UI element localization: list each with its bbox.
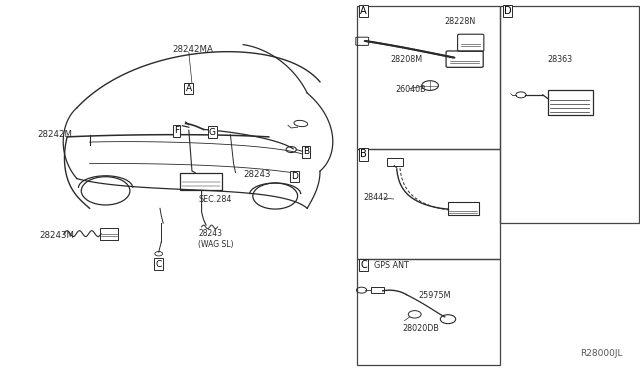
Text: GPS ANT: GPS ANT: [374, 261, 408, 270]
Text: D: D: [291, 172, 298, 181]
Text: 28243
(WAG SL): 28243 (WAG SL): [198, 229, 234, 248]
Text: 28243M: 28243M: [40, 231, 75, 240]
Bar: [100, 228, 118, 240]
Bar: [357, 6, 500, 149]
Text: 28242MA: 28242MA: [173, 45, 214, 54]
Text: C: C: [360, 260, 367, 270]
Bar: [180, 173, 222, 190]
Bar: [387, 158, 403, 166]
Bar: [500, 6, 639, 223]
Text: B: B: [303, 147, 309, 156]
Text: 28020DB: 28020DB: [402, 324, 439, 333]
Text: 28243: 28243: [243, 170, 271, 179]
Bar: [448, 202, 479, 215]
Text: F: F: [174, 126, 179, 135]
Text: A: A: [360, 6, 367, 16]
Bar: [371, 287, 384, 293]
Text: 26040B: 26040B: [395, 85, 426, 94]
Text: 28442: 28442: [364, 193, 388, 202]
Text: R28000JL: R28000JL: [580, 349, 623, 358]
Bar: [548, 90, 593, 115]
Text: 28208M: 28208M: [390, 55, 422, 64]
Bar: [357, 149, 500, 259]
Text: 28242M: 28242M: [37, 130, 72, 139]
Text: C: C: [156, 260, 162, 269]
Bar: [357, 259, 500, 365]
Text: A: A: [186, 84, 192, 93]
Text: 25975M: 25975M: [418, 291, 451, 300]
Text: SEC.284: SEC.284: [198, 195, 232, 203]
Text: G: G: [209, 128, 216, 137]
Text: D: D: [504, 6, 511, 16]
Text: 28363: 28363: [547, 55, 572, 64]
Text: B: B: [360, 150, 367, 159]
Text: 28228N: 28228N: [445, 17, 476, 26]
